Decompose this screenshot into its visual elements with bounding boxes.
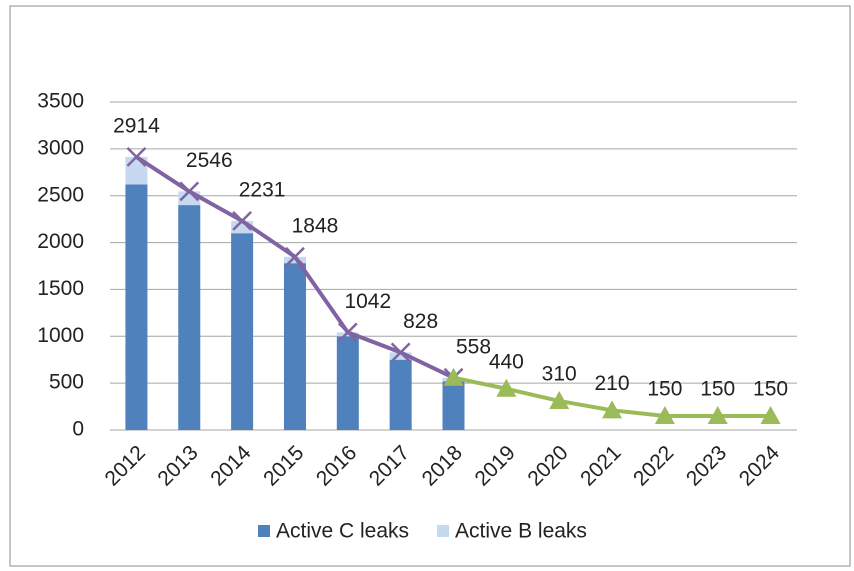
- data-label: 1848: [292, 214, 339, 237]
- legend-swatch: [258, 525, 270, 537]
- marker: [443, 367, 464, 386]
- data-label: 828: [403, 310, 438, 333]
- bar: [389, 352, 412, 360]
- y-tick-label: 500: [49, 371, 84, 394]
- legend-swatch: [437, 525, 450, 537]
- marker: [337, 322, 358, 343]
- marker: [496, 378, 517, 397]
- marker: [654, 405, 675, 424]
- data-label: 150: [700, 377, 735, 400]
- chart-border: [9, 5, 851, 567]
- marker: [390, 342, 411, 363]
- marker: [707, 405, 728, 424]
- y-tick-label: 1500: [37, 277, 84, 300]
- bar: [389, 359, 412, 430]
- bar: [283, 263, 306, 430]
- marker: [285, 246, 305, 267]
- y-tick-label: 2000: [37, 230, 84, 253]
- marker: [602, 400, 623, 419]
- marker: [760, 405, 781, 424]
- bar: [442, 381, 465, 430]
- data-label: 558: [456, 335, 491, 358]
- marker: [179, 181, 200, 202]
- data-label: 150: [753, 377, 788, 400]
- marker: [549, 390, 570, 409]
- data-label: 2914: [113, 114, 160, 137]
- data-label: 440: [489, 350, 524, 373]
- data-label: 2546: [186, 149, 233, 172]
- data-label: 150: [647, 377, 682, 400]
- marker: [232, 211, 252, 231]
- bar: [178, 205, 201, 430]
- bar: [125, 184, 148, 430]
- y-tick-label: 1000: [37, 324, 84, 347]
- bar: [231, 233, 254, 430]
- data-label: 1042: [344, 290, 391, 313]
- data-label: 2231: [239, 178, 286, 201]
- y-tick-label: 3000: [37, 136, 84, 159]
- y-tick-label: 3500: [37, 90, 84, 113]
- y-tick-label: 2500: [37, 183, 84, 206]
- data-label: 310: [542, 362, 577, 385]
- bar: [336, 336, 359, 430]
- legend-label: Active C leaks: [276, 520, 409, 543]
- y-tick-label: 0: [72, 418, 84, 441]
- legend-label: Active B leaks: [455, 520, 587, 543]
- data-label: 210: [595, 372, 630, 395]
- marker: [126, 147, 147, 167]
